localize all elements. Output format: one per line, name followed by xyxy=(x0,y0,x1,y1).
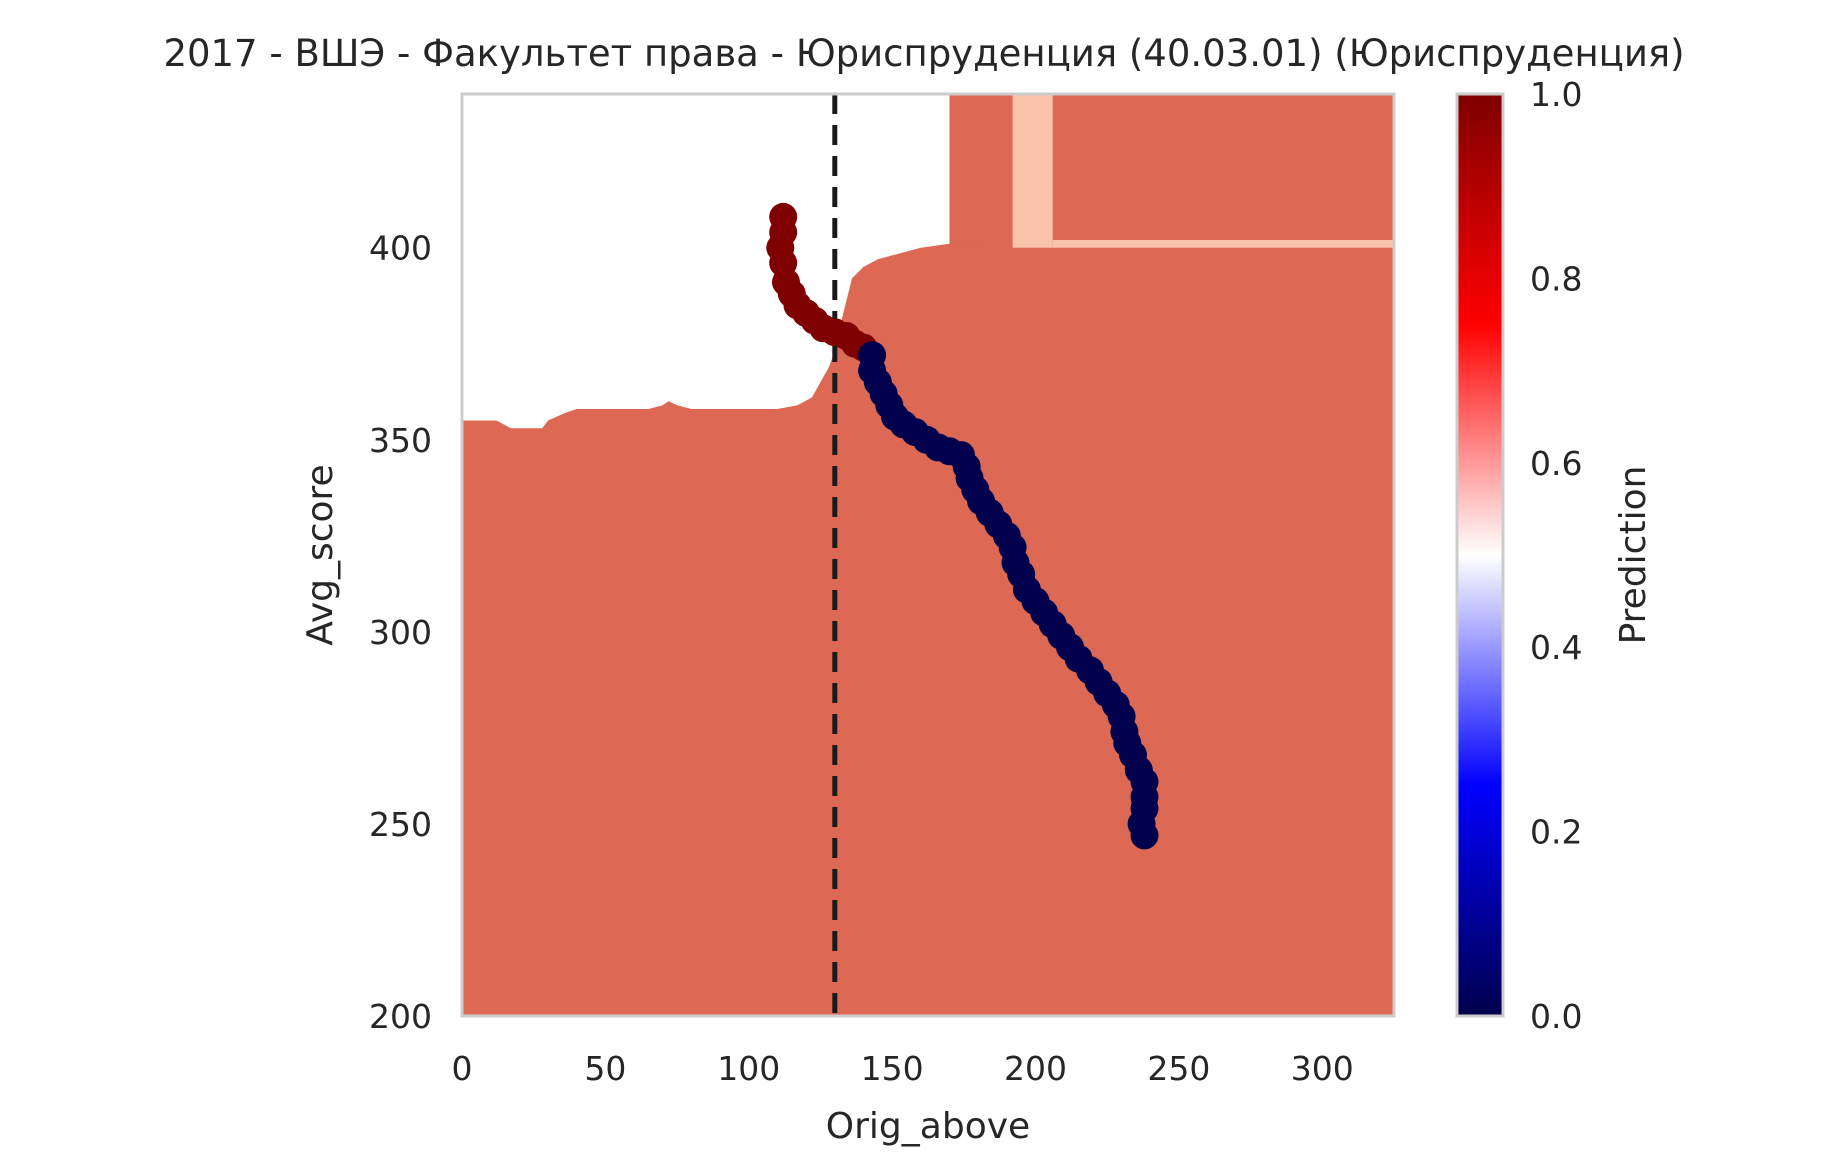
contour-fill xyxy=(462,94,1394,1016)
trajectory-points xyxy=(766,202,1159,850)
x-tick-label: 300 xyxy=(1291,1049,1354,1088)
colorbar-tick-label: 0.0 xyxy=(1530,997,1582,1036)
x-tick-label: 200 xyxy=(1004,1049,1067,1088)
colorbar-gradient xyxy=(1455,92,1505,1018)
y-tick-label: 350 xyxy=(369,421,432,460)
x-axis-label: Orig_above xyxy=(826,1106,1030,1147)
x-tick-label: 100 xyxy=(717,1049,780,1088)
y-tick-label: 250 xyxy=(369,805,432,844)
contour-band xyxy=(1052,240,1394,248)
contour-band xyxy=(462,94,1394,1016)
x-tick-label: 50 xyxy=(584,1049,626,1088)
colorbar-tick-label: 1.0 xyxy=(1530,75,1582,114)
colorbar-tick-label: 0.4 xyxy=(1530,628,1582,667)
colorbar-ticks: 0.0 0.2 0.4 0.6 0.8 1.0 xyxy=(1530,75,1582,1036)
colorbar-tick-label: 0.6 xyxy=(1530,444,1582,483)
contour-band xyxy=(949,94,1394,244)
x-axis-ticks: 0 50 100 150 200 250 300 xyxy=(452,1049,1354,1088)
colorbar: 0.0 0.2 0.4 0.6 0.8 1.0 Prediction xyxy=(1455,75,1654,1036)
chart-title: 2017 - ВШЭ - Факультет права - Юриспруде… xyxy=(163,32,1684,75)
y-axis-ticks: 200 250 300 350 400 xyxy=(369,229,432,1036)
y-tick-label: 400 xyxy=(369,229,432,268)
colorbar-tick-label: 0.2 xyxy=(1530,813,1582,852)
x-tick-label: 0 xyxy=(452,1049,473,1088)
contour-band xyxy=(1012,94,1053,248)
colorbar-label: Prediction xyxy=(1613,466,1654,645)
trajectory-point xyxy=(1130,821,1159,850)
y-tick-label: 200 xyxy=(369,997,432,1036)
colorbar-tick-label: 0.8 xyxy=(1530,259,1582,298)
plot-frame xyxy=(460,92,1396,1018)
x-tick-label: 250 xyxy=(1147,1049,1210,1088)
plot-area xyxy=(460,92,1396,1018)
y-axis-label: Avg_score xyxy=(300,464,341,645)
y-tick-label: 300 xyxy=(369,613,432,652)
x-tick-label: 150 xyxy=(861,1049,924,1088)
